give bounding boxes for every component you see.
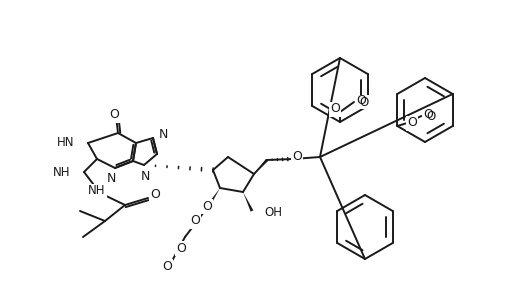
Text: O: O (423, 108, 433, 122)
Text: O: O (292, 150, 302, 163)
Text: O: O (407, 116, 417, 129)
Polygon shape (254, 159, 268, 174)
Text: OH: OH (264, 206, 282, 219)
Polygon shape (243, 192, 253, 212)
Text: O: O (330, 103, 340, 116)
Text: O: O (176, 241, 186, 255)
Text: N: N (140, 169, 150, 182)
Text: O: O (356, 95, 366, 107)
Text: NH: NH (53, 166, 70, 179)
Text: O: O (109, 108, 119, 122)
Text: NH: NH (88, 185, 106, 197)
Text: N: N (158, 129, 168, 141)
Text: O: O (426, 110, 436, 123)
Text: O: O (359, 95, 368, 108)
Text: O: O (190, 215, 200, 228)
Text: N: N (106, 172, 116, 185)
Text: O: O (202, 200, 212, 213)
Polygon shape (208, 188, 220, 206)
Text: O: O (150, 188, 160, 200)
Text: O: O (162, 259, 172, 272)
Text: HN: HN (57, 136, 74, 150)
